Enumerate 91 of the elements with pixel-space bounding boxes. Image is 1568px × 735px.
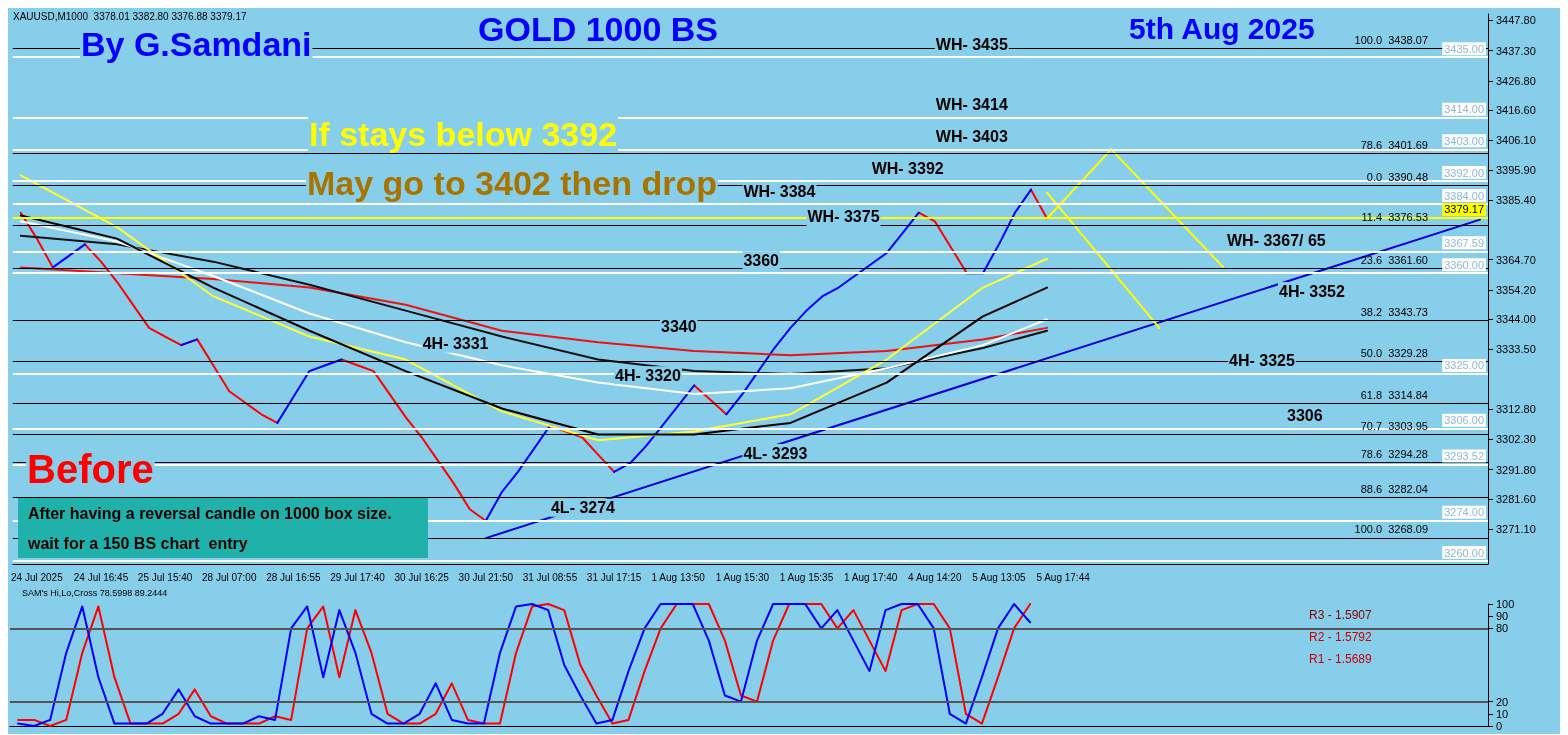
y-tick-label: 3385.40 — [1496, 194, 1536, 207]
annotation: 3340 — [661, 317, 697, 335]
ref-line-label: 3414.00 — [1444, 103, 1484, 116]
annotation: If stays below 3392 — [309, 115, 618, 153]
annotation: 4L- 3274 — [550, 499, 616, 517]
annotation: WH- 3375 — [807, 208, 880, 226]
x-tick-label: 1 Aug 15:30 — [715, 571, 770, 583]
annotation: WH- 3392 — [871, 159, 944, 177]
annotation: May go to 3402 then drop — [307, 164, 717, 202]
annotation: 5th Aug 2025 — [1129, 11, 1315, 45]
ref-line-label: 3293.52 — [1444, 450, 1484, 463]
annotation: 4H- 3331 — [422, 335, 489, 353]
chart-title: GOLD 1000 BS — [478, 10, 718, 48]
x-tick-label: 24 Jul 2025 — [10, 571, 64, 583]
x-tick-label: 31 Jul 17:15 — [586, 571, 642, 583]
ref-line-label: 78.6 3294.28 — [1360, 447, 1428, 460]
ref-line-label: 3325.00 — [1444, 359, 1484, 372]
annotation: R2 - 1.5792 — [1309, 630, 1373, 644]
annotation: WH- 3384 — [743, 182, 816, 200]
annotation: WH- 3367/ 65 — [1227, 231, 1326, 249]
y-tick-label: 0 — [1496, 720, 1503, 732]
y-tick-label: 3271.10 — [1496, 523, 1536, 536]
x-tick-label: 24 Jul 16:45 — [73, 571, 129, 583]
ref-line-label: 3274.00 — [1444, 506, 1484, 519]
y-tick-label: 100 — [1496, 598, 1515, 610]
ref-line-label: 3379.17 — [1444, 203, 1484, 216]
x-tick-label: 4 Aug 14:20 — [908, 571, 962, 583]
ref-line-label: 100.0 3438.07 — [1354, 33, 1428, 46]
annotation: WH- 3435 — [935, 35, 1008, 53]
annotation: 4H- 3325 — [1229, 352, 1295, 370]
y-tick-label: 10 — [1496, 707, 1509, 720]
y-tick-label: 3426.80 — [1496, 74, 1536, 87]
y-tick-label: 3354.20 — [1496, 283, 1536, 296]
y-tick-label: 3437.30 — [1496, 44, 1536, 57]
ref-line-label: 38.2 3343.73 — [1360, 305, 1428, 318]
y-tick-label: 3364.70 — [1496, 253, 1536, 266]
x-tick-label: 29 Jul 17:40 — [330, 571, 386, 583]
annotation: WH- 3403 — [935, 127, 1008, 145]
ref-line-label: 3403.00 — [1444, 134, 1484, 147]
annotation: WH- 3414 — [935, 96, 1008, 114]
y-tick-label: 3416.60 — [1496, 104, 1536, 117]
ref-line-label: 0.0 3390.48 — [1366, 170, 1428, 183]
annotation: After having a reversal candle on 1000 box size. wait for a 150 BS chart entry — [27, 504, 397, 552]
ref-line-label: 3367.59 — [1444, 236, 1484, 249]
x-tick-label: 5 Aug 13:05 — [972, 571, 1027, 583]
y-tick-label: 20 — [1496, 695, 1509, 708]
x-tick-label: 30 Jul 21:50 — [458, 571, 514, 583]
x-tick-label: 30 Jul 16:25 — [394, 571, 450, 583]
y-tick-label: 3281.60 — [1496, 492, 1536, 505]
y-tick-label: 3291.80 — [1496, 463, 1536, 476]
ref-line-label: 88.6 3282.04 — [1360, 483, 1428, 496]
annotation: By G.Samdani — [81, 25, 312, 63]
x-tick-label: 1 Aug 17:40 — [843, 571, 898, 583]
ref-line-label: 50.0 3329.28 — [1360, 347, 1428, 360]
ref-line-label: 100.0 3268.09 — [1354, 523, 1428, 536]
ref-line-label: 3384.00 — [1444, 189, 1484, 202]
y-tick-label: 90 — [1496, 610, 1509, 623]
y-tick-label: 3406.10 — [1496, 134, 1536, 147]
ref-line-label: 78.6 3401.69 — [1360, 138, 1428, 151]
x-tick-label: 1 Aug 15:35 — [779, 571, 834, 583]
annotation: 3360 — [743, 251, 780, 269]
x-tick-label: 31 Jul 08:55 — [522, 571, 578, 583]
y-tick-label: 3344.00 — [1496, 313, 1536, 326]
annotation: Before — [27, 447, 154, 491]
annotation: 4L- 3293 — [743, 444, 808, 462]
annotation: 4H- 3352 — [1279, 282, 1345, 300]
annotation: R3 - 1.5907 — [1309, 608, 1373, 622]
x-tick-label: 1 Aug 13:50 — [651, 571, 706, 583]
ref-line-label: 3306.00 — [1444, 414, 1484, 427]
ref-line-label: 70.7 3303.95 — [1360, 420, 1428, 433]
ref-line-label: 3260.00 — [1444, 546, 1484, 559]
x-tick-label: 28 Jul 16:55 — [266, 571, 322, 583]
ref-line-label: 61.8 3314.84 — [1360, 388, 1428, 401]
annotation: R1 - 1.5689 — [1309, 652, 1373, 666]
ref-line-label: 3435.00 — [1444, 42, 1484, 55]
ref-line-label: 3392.00 — [1444, 166, 1484, 179]
ref-line-label: 3360.00 — [1444, 258, 1484, 271]
x-tick-label: 5 Aug 17:44 — [1036, 571, 1091, 583]
annotation: 4H- 3320 — [615, 366, 682, 384]
y-tick-label: 3395.90 — [1496, 163, 1536, 176]
y-tick-label: 3447.80 — [1496, 14, 1536, 27]
chart-title: SAM's Hi,Lo,Cross 78.5998 89.2444 — [22, 587, 168, 598]
y-tick-label: 3302.30 — [1496, 433, 1536, 446]
y-tick-label: 80 — [1496, 622, 1509, 635]
annotation: 3306 — [1287, 407, 1323, 425]
x-tick-label: 28 Jul 07:00 — [202, 571, 257, 583]
annotation: XAUUSD,M1000 3378.01 3382.80 3376.88 3379.17 — [13, 10, 247, 22]
x-tick-label: 25 Jul 15:40 — [137, 571, 193, 583]
ref-line-label: 23.6 3361.60 — [1360, 254, 1428, 267]
y-tick-label: 3312.80 — [1496, 403, 1536, 416]
y-tick-label: 3333.50 — [1496, 343, 1536, 356]
